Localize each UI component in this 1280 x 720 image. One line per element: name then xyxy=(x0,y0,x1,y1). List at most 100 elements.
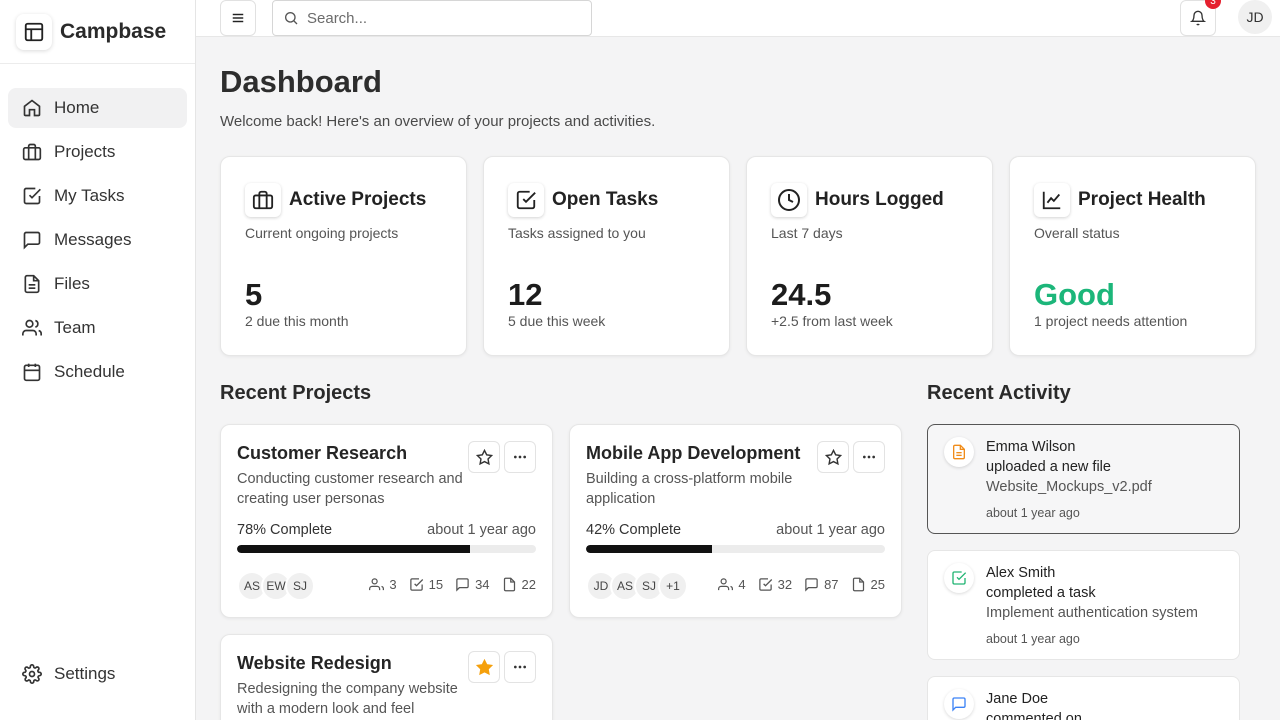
project-name: Mobile App Development xyxy=(586,443,801,463)
notifications-button[interactable]: 3 xyxy=(1180,0,1221,36)
more-horizontal-icon xyxy=(514,455,526,459)
star-icon xyxy=(475,448,493,465)
stat-value: 12 xyxy=(508,277,543,312)
project-card-website-redesign[interactable]: Website Redesign Redesigning the company… xyxy=(220,634,553,720)
member-avatars: AS EW SJ xyxy=(237,571,315,601)
sidebar-item-messages[interactable]: Messages xyxy=(8,220,187,260)
hamburger-menu-icon xyxy=(232,13,244,23)
activity-user: Emma Wilson xyxy=(986,439,1076,455)
stat-note: +2.5 from last week xyxy=(771,313,893,329)
people-count: 4 xyxy=(718,577,746,592)
people-count: 3 xyxy=(369,577,397,592)
calendar-icon xyxy=(23,363,41,382)
sidebar-item-label: My Tasks xyxy=(54,186,125,205)
activity-action: uploaded a new file xyxy=(986,459,1111,475)
stat-description: Overall status xyxy=(1034,225,1120,241)
notification-badge: 3 xyxy=(1205,0,1221,9)
file-icon xyxy=(24,274,40,294)
task-check-icon xyxy=(944,563,974,593)
message-icon xyxy=(805,578,818,592)
star-button[interactable] xyxy=(468,441,500,473)
sidebar-item-label: Files xyxy=(54,274,90,293)
task-count: 32 xyxy=(758,577,792,592)
sidebar-item-team[interactable]: Team xyxy=(8,308,187,348)
sidebar-item-label: Schedule xyxy=(54,362,125,381)
stat-description: Current ongoing projects xyxy=(245,225,399,241)
activity-time: about 1 year ago xyxy=(986,506,1080,520)
file-count: 25 xyxy=(851,577,885,592)
member-avatar[interactable]: EW xyxy=(261,571,291,601)
chart-line-icon xyxy=(1034,183,1070,217)
sidebar-item-home[interactable]: Home xyxy=(8,88,187,128)
activity-item[interactable]: Jane Doe commented on xyxy=(927,676,1240,720)
activity-user: Alex Smith xyxy=(986,565,1056,581)
menu-toggle-button[interactable] xyxy=(220,0,256,36)
activity-object[interactable]: Website_Mockups_v2.pdf xyxy=(986,479,1152,495)
activity-item[interactable]: Alex Smith completed a task Implement au… xyxy=(927,550,1240,660)
more-options-button[interactable] xyxy=(504,441,536,473)
member-avatar[interactable]: SJ xyxy=(285,571,315,601)
search-box xyxy=(272,0,592,36)
stat-card-active-projects: Active Projects Current ongoing projects… xyxy=(220,156,467,356)
stat-count: 25 xyxy=(870,577,885,592)
star-button[interactable] xyxy=(468,651,500,683)
task-check-icon xyxy=(758,578,772,591)
progress-label: 78% Complete xyxy=(237,522,333,538)
progress-label: 42% Complete xyxy=(586,522,682,538)
stat-count: 32 xyxy=(777,577,793,592)
stat-count: 87 xyxy=(824,577,839,592)
activity-object[interactable]: Implement authentication system xyxy=(986,605,1198,621)
message-icon xyxy=(944,689,974,719)
message-count: 87 xyxy=(804,577,839,592)
sidebar-item-label: Team xyxy=(54,318,96,337)
more-horizontal-icon xyxy=(863,455,875,459)
users-icon xyxy=(369,578,385,591)
file-count: 22 xyxy=(502,577,536,592)
page-title: Dashboard xyxy=(220,64,382,99)
sidebar-item-settings[interactable]: Settings xyxy=(8,654,187,694)
project-description: Redesigning the company website with a m… xyxy=(237,681,458,717)
sidebar-item-files[interactable]: Files xyxy=(8,264,187,304)
sidebar-item-schedule[interactable]: Schedule xyxy=(8,352,187,392)
activity-action: completed a task xyxy=(986,585,1096,601)
more-options-button[interactable] xyxy=(504,651,536,683)
bell-icon xyxy=(1190,10,1206,26)
stat-note: 1 project needs attention xyxy=(1034,313,1188,329)
more-horizontal-icon xyxy=(514,665,526,669)
brand-name: Campbase xyxy=(60,19,167,43)
gear-icon xyxy=(22,664,42,684)
activity-item[interactable]: Emma Wilson uploaded a new file Website_… xyxy=(927,424,1240,534)
briefcase-icon xyxy=(245,183,281,217)
brand[interactable]: Campbase xyxy=(0,0,195,64)
project-stats: 3 15 34 22 xyxy=(357,577,536,592)
stat-description: Tasks assigned to you xyxy=(508,225,646,241)
stat-value: 24.5 xyxy=(771,277,832,312)
sidebar-item-projects[interactable]: Projects xyxy=(8,132,187,172)
topbar: 3 JD xyxy=(196,0,1280,37)
file-icon xyxy=(503,577,515,592)
message-icon xyxy=(456,578,469,592)
project-description: Conducting customer research and creatin… xyxy=(237,471,463,507)
sidebar-item-my-tasks[interactable]: My Tasks xyxy=(8,176,187,216)
stat-count: 4 xyxy=(738,577,746,592)
more-options-button[interactable] xyxy=(853,441,885,473)
stat-title: Hours Logged xyxy=(815,189,944,210)
sidebar-item-label: Messages xyxy=(54,230,132,249)
search-input[interactable] xyxy=(307,9,567,27)
stat-count: 34 xyxy=(475,577,490,592)
recent-projects-title: Recent Projects xyxy=(220,382,372,404)
stat-card-project-health: Project Health Overall status Good 1 pro… xyxy=(1009,156,1256,356)
activity-action: commented on xyxy=(986,711,1082,720)
project-stats: 4 32 87 25 xyxy=(706,577,885,592)
project-name: Website Redesign xyxy=(237,653,392,673)
member-avatar[interactable]: AS xyxy=(610,571,640,601)
member-avatar-more[interactable]: +1 xyxy=(658,571,688,601)
stat-description: Last 7 days xyxy=(771,225,843,241)
star-button[interactable] xyxy=(817,441,849,473)
file-icon xyxy=(852,577,864,592)
project-card-customer-research[interactable]: Customer Research Conducting customer re… xyxy=(220,424,553,618)
user-avatar[interactable]: JD xyxy=(1238,0,1272,34)
task-check-icon xyxy=(23,187,41,205)
project-card-mobile-app-development[interactable]: Mobile App Development Building a cross-… xyxy=(569,424,902,618)
stat-card-hours-logged: Hours Logged Last 7 days 24.5 +2.5 from … xyxy=(746,156,993,356)
